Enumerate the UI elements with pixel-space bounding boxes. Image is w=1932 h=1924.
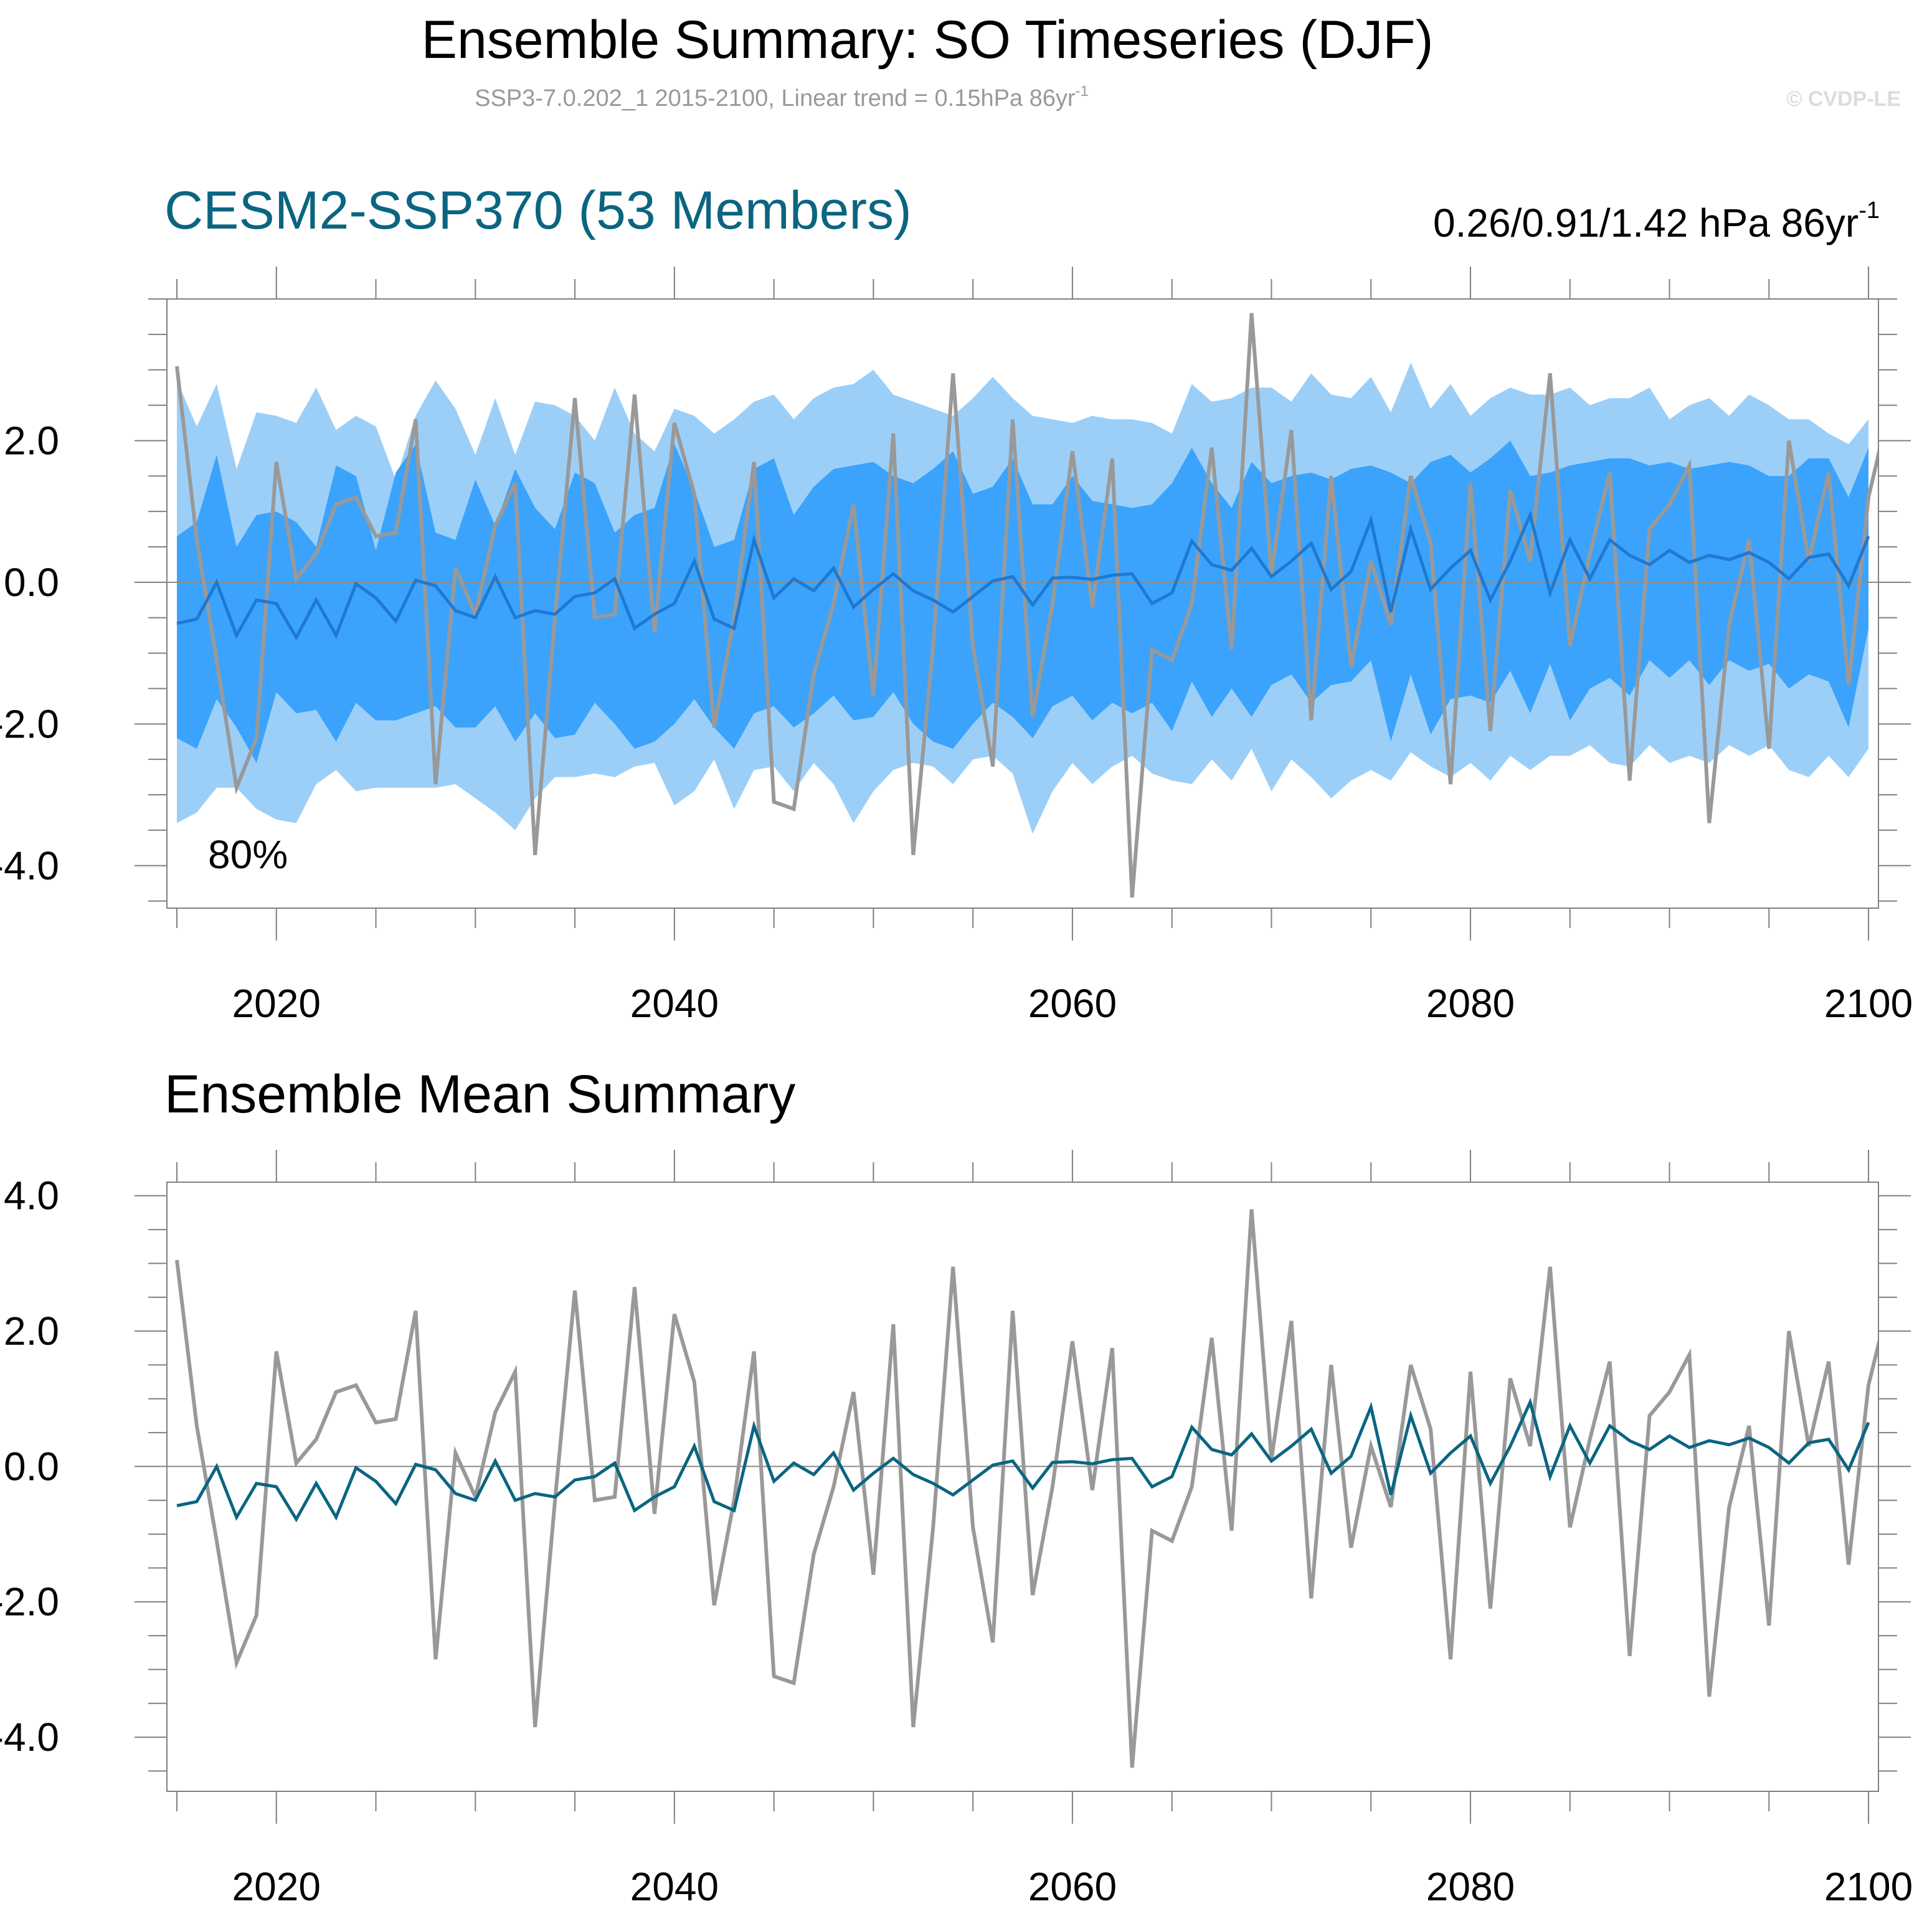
x-tick-label: 2060 [1028,981,1117,1026]
panel1-plot-area: 2.0 0.0 -2.0 -4.0 2020 2040 2060 2080 2100 [0,267,1913,1026]
y-tick-label: 0.0 [4,560,59,605]
panel1-trend-label: 0.26/0.91/1.42 hPa 86yr-1 [1433,197,1880,245]
ensemble-mean-line [176,510,1870,641]
ensemble-inner-band [177,440,1868,763]
y-tick-label: 2.0 [4,1309,59,1353]
plot-frame [166,298,1879,909]
plot-frame [166,1182,1879,1792]
y-tick-label: 2.0 [4,418,59,463]
y-tick-label: -4.0 [0,1715,59,1760]
ensemble-mean-panel: Ensemble Mean Summary 4.0 2.0 0.0 -2.0 -4.0 2… [0,1064,1913,1909]
figure-title: Ensemble Summary: SO Timeseries (DJF) [422,10,1434,70]
x-tick-label: 2040 [630,981,719,1026]
x-tick-label: 2020 [232,1864,321,1909]
x-tick-label: 2100 [1824,1864,1913,1909]
panel1-title: CESM2-SSP370 (53 Members) [164,181,912,240]
observed-series-line [175,313,1878,898]
y-tick-label: 0.0 [4,1444,59,1489]
figure-subtitle: SSP3-7.0.202_1 2015-2100, Linear trend =… [475,83,1089,111]
band-percent-label: 80% [208,832,288,877]
x-tick-label: 2020 [232,981,321,1026]
x-tick-label: 2080 [1426,981,1515,1026]
x-tick-label: 2100 [1824,981,1913,1026]
y-tick-label: -2.0 [0,1580,59,1624]
x-tick-label: 2080 [1426,1864,1515,1909]
y-tick-label: -4.0 [0,843,59,888]
observed-series-line [175,1209,1878,1768]
x-tick-label: 2060 [1028,1864,1117,1909]
y-tick-label: 4.0 [4,1173,59,1218]
panel2-title: Ensemble Mean Summary [164,1064,795,1124]
x-tick-label: 2040 [630,1864,719,1909]
plot-marks [167,1209,1878,1768]
ensemble-spread-panel: CESM2-SSP370 (53 Members) 0.26/0.91/1.42… [0,181,1913,1026]
plot-marks [167,313,1878,898]
panel2-plot-area: 4.0 2.0 0.0 -2.0 -4.0 2020 2040 2060 2080 2100 [0,1150,1913,1909]
copyright-label: © CVDP-LE [1786,87,1901,111]
ensemble-mean-line [176,1397,1870,1523]
y-tick-label: -2.0 [0,701,59,746]
